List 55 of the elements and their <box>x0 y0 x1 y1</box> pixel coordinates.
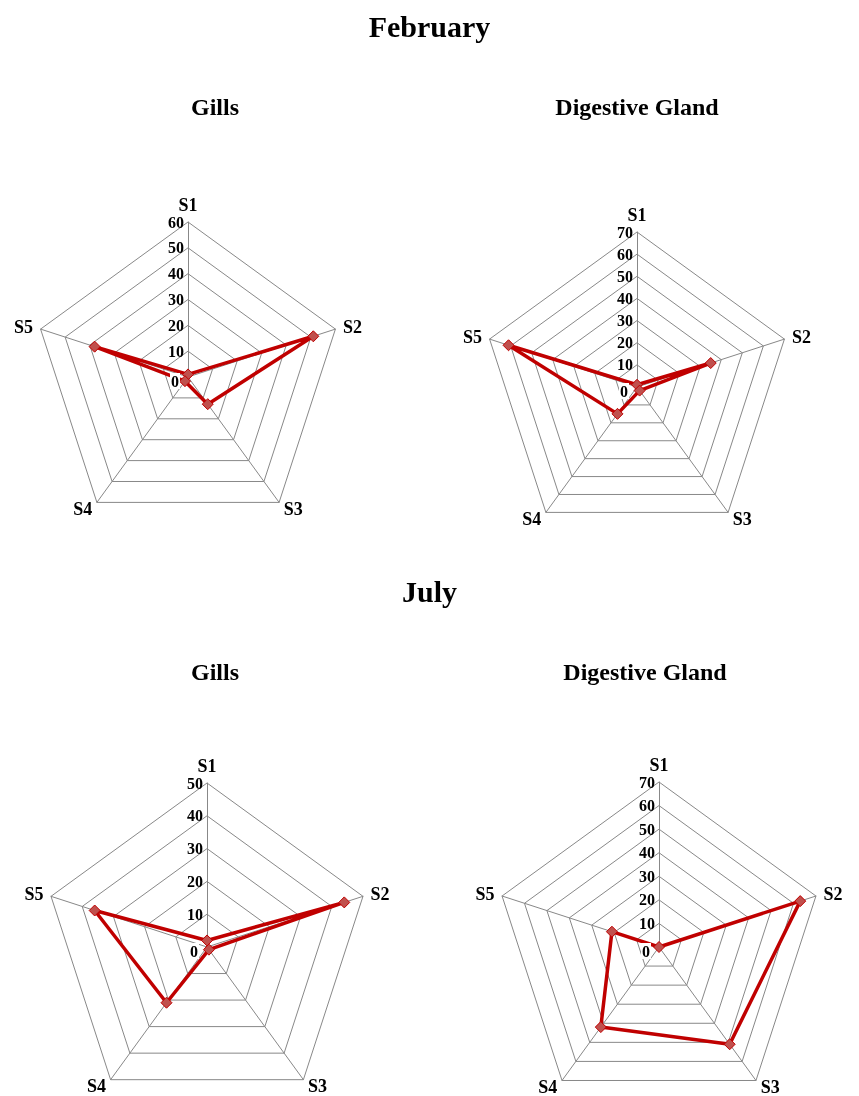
chart-title: Gills <box>190 659 240 685</box>
y-tick-label: 20 <box>168 316 184 334</box>
spoke-label: S3 <box>760 1076 780 1096</box>
y-tick-label: 50 <box>639 820 655 838</box>
y-tick-label: 0 <box>171 372 179 390</box>
spoke-label: S2 <box>343 316 363 337</box>
chart-title: Gills <box>190 94 240 120</box>
y-tick-label: 40 <box>617 289 633 307</box>
y-tick-label: 50 <box>617 267 633 285</box>
y-tick-label: 0 <box>190 942 198 960</box>
y-tick-label: 10 <box>168 342 184 360</box>
y-tick-label: 20 <box>187 872 203 890</box>
y-tick-label: 10 <box>617 356 633 374</box>
y-tick-label: 40 <box>187 807 203 825</box>
y-tick-label: 0 <box>620 382 628 400</box>
y-tick-label: 20 <box>639 891 655 909</box>
y-tick-label: 30 <box>168 291 184 308</box>
spoke-label: S2 <box>823 883 843 904</box>
y-tick-label: 0 <box>642 942 650 960</box>
spoke-label: S1 <box>649 755 669 775</box>
y-tick-label: 50 <box>187 774 203 792</box>
y-tick-label: 30 <box>617 312 633 330</box>
y-tick-label: 30 <box>639 867 655 885</box>
y-tick-label: 40 <box>168 265 184 283</box>
y-tick-label: 60 <box>168 213 184 231</box>
spoke-label: S4 <box>73 498 93 519</box>
y-tick-label: 60 <box>617 245 633 263</box>
spoke-label: S4 <box>522 508 542 529</box>
spoke-label: S5 <box>475 883 495 904</box>
y-tick-label: 10 <box>639 914 655 932</box>
spoke-label: S3 <box>308 1076 328 1096</box>
y-tick-label: 70 <box>617 223 633 241</box>
y-tick-label: 60 <box>639 797 655 815</box>
spoke-label: S4 <box>538 1076 558 1096</box>
chart-title: Digestive Gland <box>563 659 728 685</box>
chart-title: Digestive Gland <box>555 94 720 120</box>
spoke-label: S3 <box>283 498 303 519</box>
spoke-label: S5 <box>24 883 44 904</box>
text: February <box>367 10 492 44</box>
y-tick-label: 20 <box>617 334 633 352</box>
y-tick-label: 40 <box>639 844 655 862</box>
spoke-label: S1 <box>197 756 217 776</box>
text: July <box>401 575 458 609</box>
spoke-label: S1 <box>178 195 198 215</box>
y-tick-label: 10 <box>187 905 203 923</box>
y-tick-label: 30 <box>187 840 203 858</box>
spoke-label: S1 <box>627 205 647 225</box>
spoke-label: S5 <box>13 316 33 337</box>
spoke-label: S3 <box>732 508 752 529</box>
y-tick-label: 50 <box>168 239 184 257</box>
spoke-label: S4 <box>86 1076 106 1096</box>
spoke-label: S5 <box>462 326 482 347</box>
y-tick-label: 70 <box>639 773 655 791</box>
spoke-label: S2 <box>370 883 390 904</box>
spoke-label: S2 <box>792 326 812 347</box>
